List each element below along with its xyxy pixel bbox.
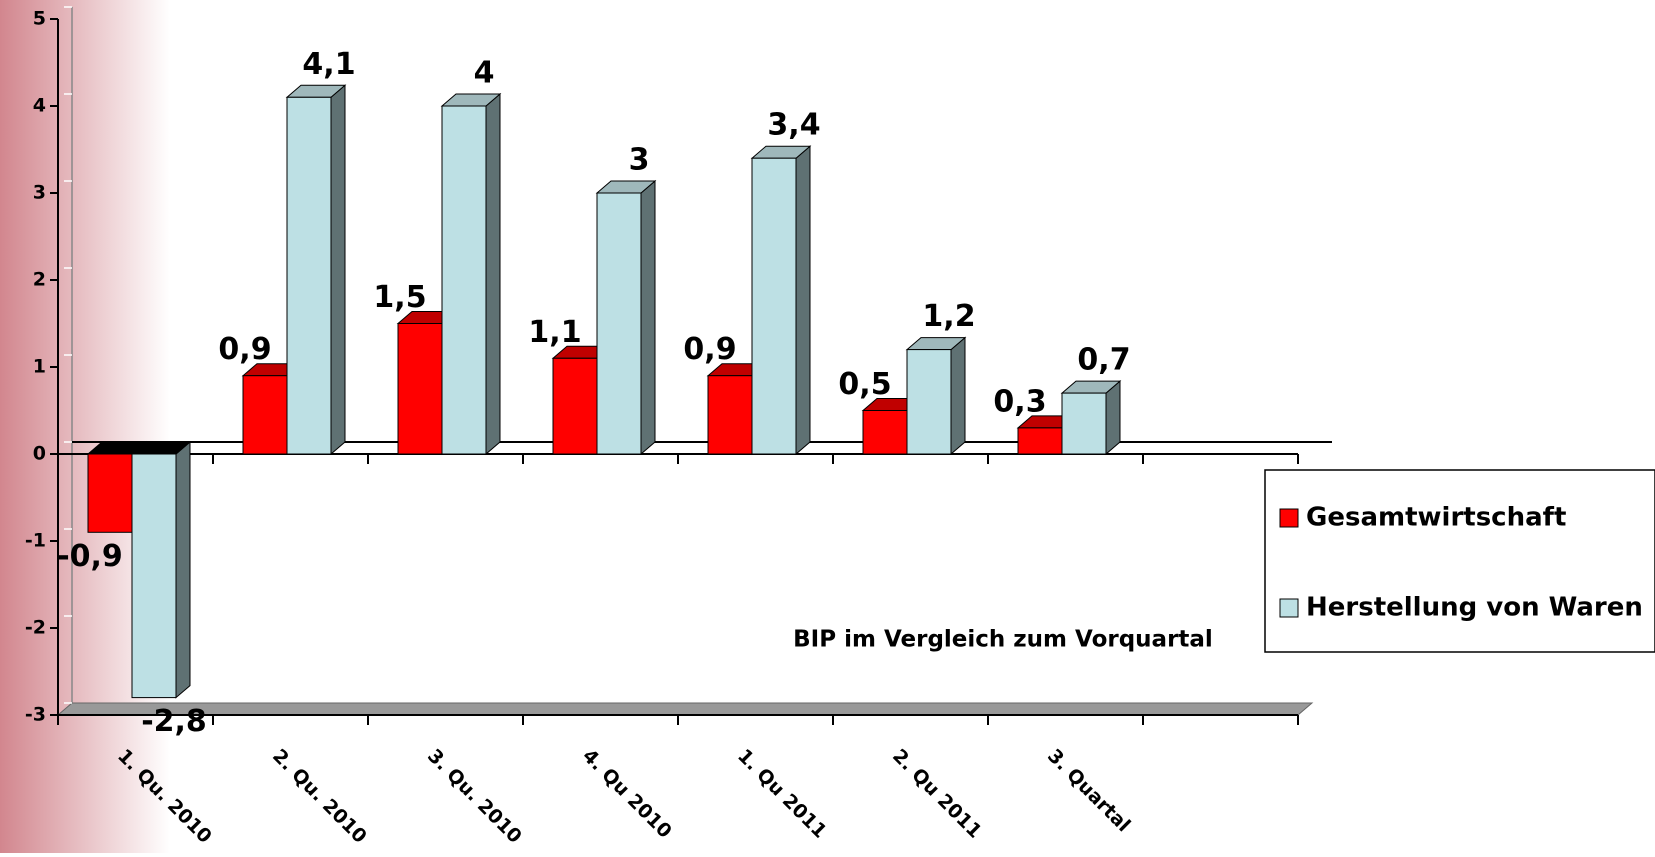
bar (131, 453, 177, 699)
value-label: 0,9 (683, 332, 736, 367)
bar (906, 349, 952, 455)
floor (56, 702, 1314, 716)
y-tick-label: -1 (25, 530, 46, 552)
value-label: -2,8 (141, 704, 207, 739)
x-tick-label: 3. Qu. 2010 (423, 745, 526, 848)
y-tick-label: 2 (33, 269, 46, 291)
bar-side (175, 440, 191, 699)
bar-side (950, 336, 966, 456)
bar (441, 105, 487, 455)
bar (242, 375, 288, 455)
bar (397, 323, 443, 455)
x-tick-label: 3. Quartal (1043, 745, 1134, 836)
value-label: 0,9 (218, 332, 271, 367)
y-tick-label: 4 (33, 95, 46, 117)
legend-label: Gesamtwirtschaft (1306, 503, 1566, 533)
bar-side (1105, 380, 1121, 456)
bar (1017, 427, 1063, 455)
legend-swatch (1279, 508, 1299, 528)
value-label: 0,5 (838, 367, 891, 402)
value-label: 3 (629, 143, 650, 178)
y-tick-label: 0 (33, 443, 46, 465)
bar (751, 157, 797, 455)
value-label: 1,1 (528, 315, 581, 350)
bar (1061, 392, 1107, 455)
bar (87, 453, 133, 533)
y-tick-label: 3 (33, 182, 46, 204)
x-tick-label: 4. Qu 2010 (578, 745, 676, 843)
legend-box (1264, 469, 1655, 653)
value-label: 4 (474, 56, 495, 91)
y-tick-label: -2 (25, 617, 46, 639)
value-label: 1,5 (373, 280, 426, 315)
x-tick-label: 1. Qu 2011 (733, 745, 831, 843)
bar-side (795, 145, 811, 456)
value-label: 3,4 (767, 108, 820, 143)
bar (596, 192, 642, 455)
x-tick-label: 2. Qu. 2010 (268, 745, 371, 848)
bar (552, 357, 598, 455)
value-label: 0,3 (993, 384, 1046, 419)
value-label: 4,1 (302, 47, 355, 82)
x-tick-label: 2. Qu 2011 (888, 745, 986, 843)
bar (707, 375, 753, 455)
bar (286, 96, 332, 455)
annotation: BIP im Vergleich zum Vorquartal (793, 627, 1213, 653)
bar (862, 410, 908, 455)
bar-side (485, 92, 501, 456)
bar-side (640, 179, 656, 456)
y-tick-label: -3 (25, 704, 46, 726)
y-tick-label: 5 (33, 8, 46, 30)
value-label: 1,2 (922, 299, 975, 334)
legend-swatch (1279, 598, 1299, 618)
bar-side (330, 84, 346, 456)
value-label: -0,9 (57, 539, 123, 574)
legend-label: Herstellung von Waren (1306, 593, 1643, 623)
value-label: 0,7 (1077, 343, 1130, 378)
y-tick-label: 1 (33, 356, 46, 378)
